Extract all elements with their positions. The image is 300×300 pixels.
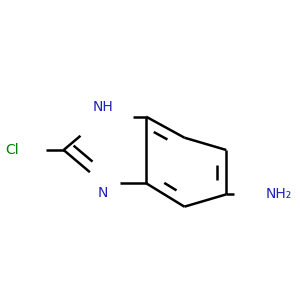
Text: N: N (98, 186, 108, 200)
Text: NH₂: NH₂ (266, 188, 292, 201)
Text: NH: NH (93, 100, 113, 114)
Text: Cl: Cl (6, 143, 19, 157)
